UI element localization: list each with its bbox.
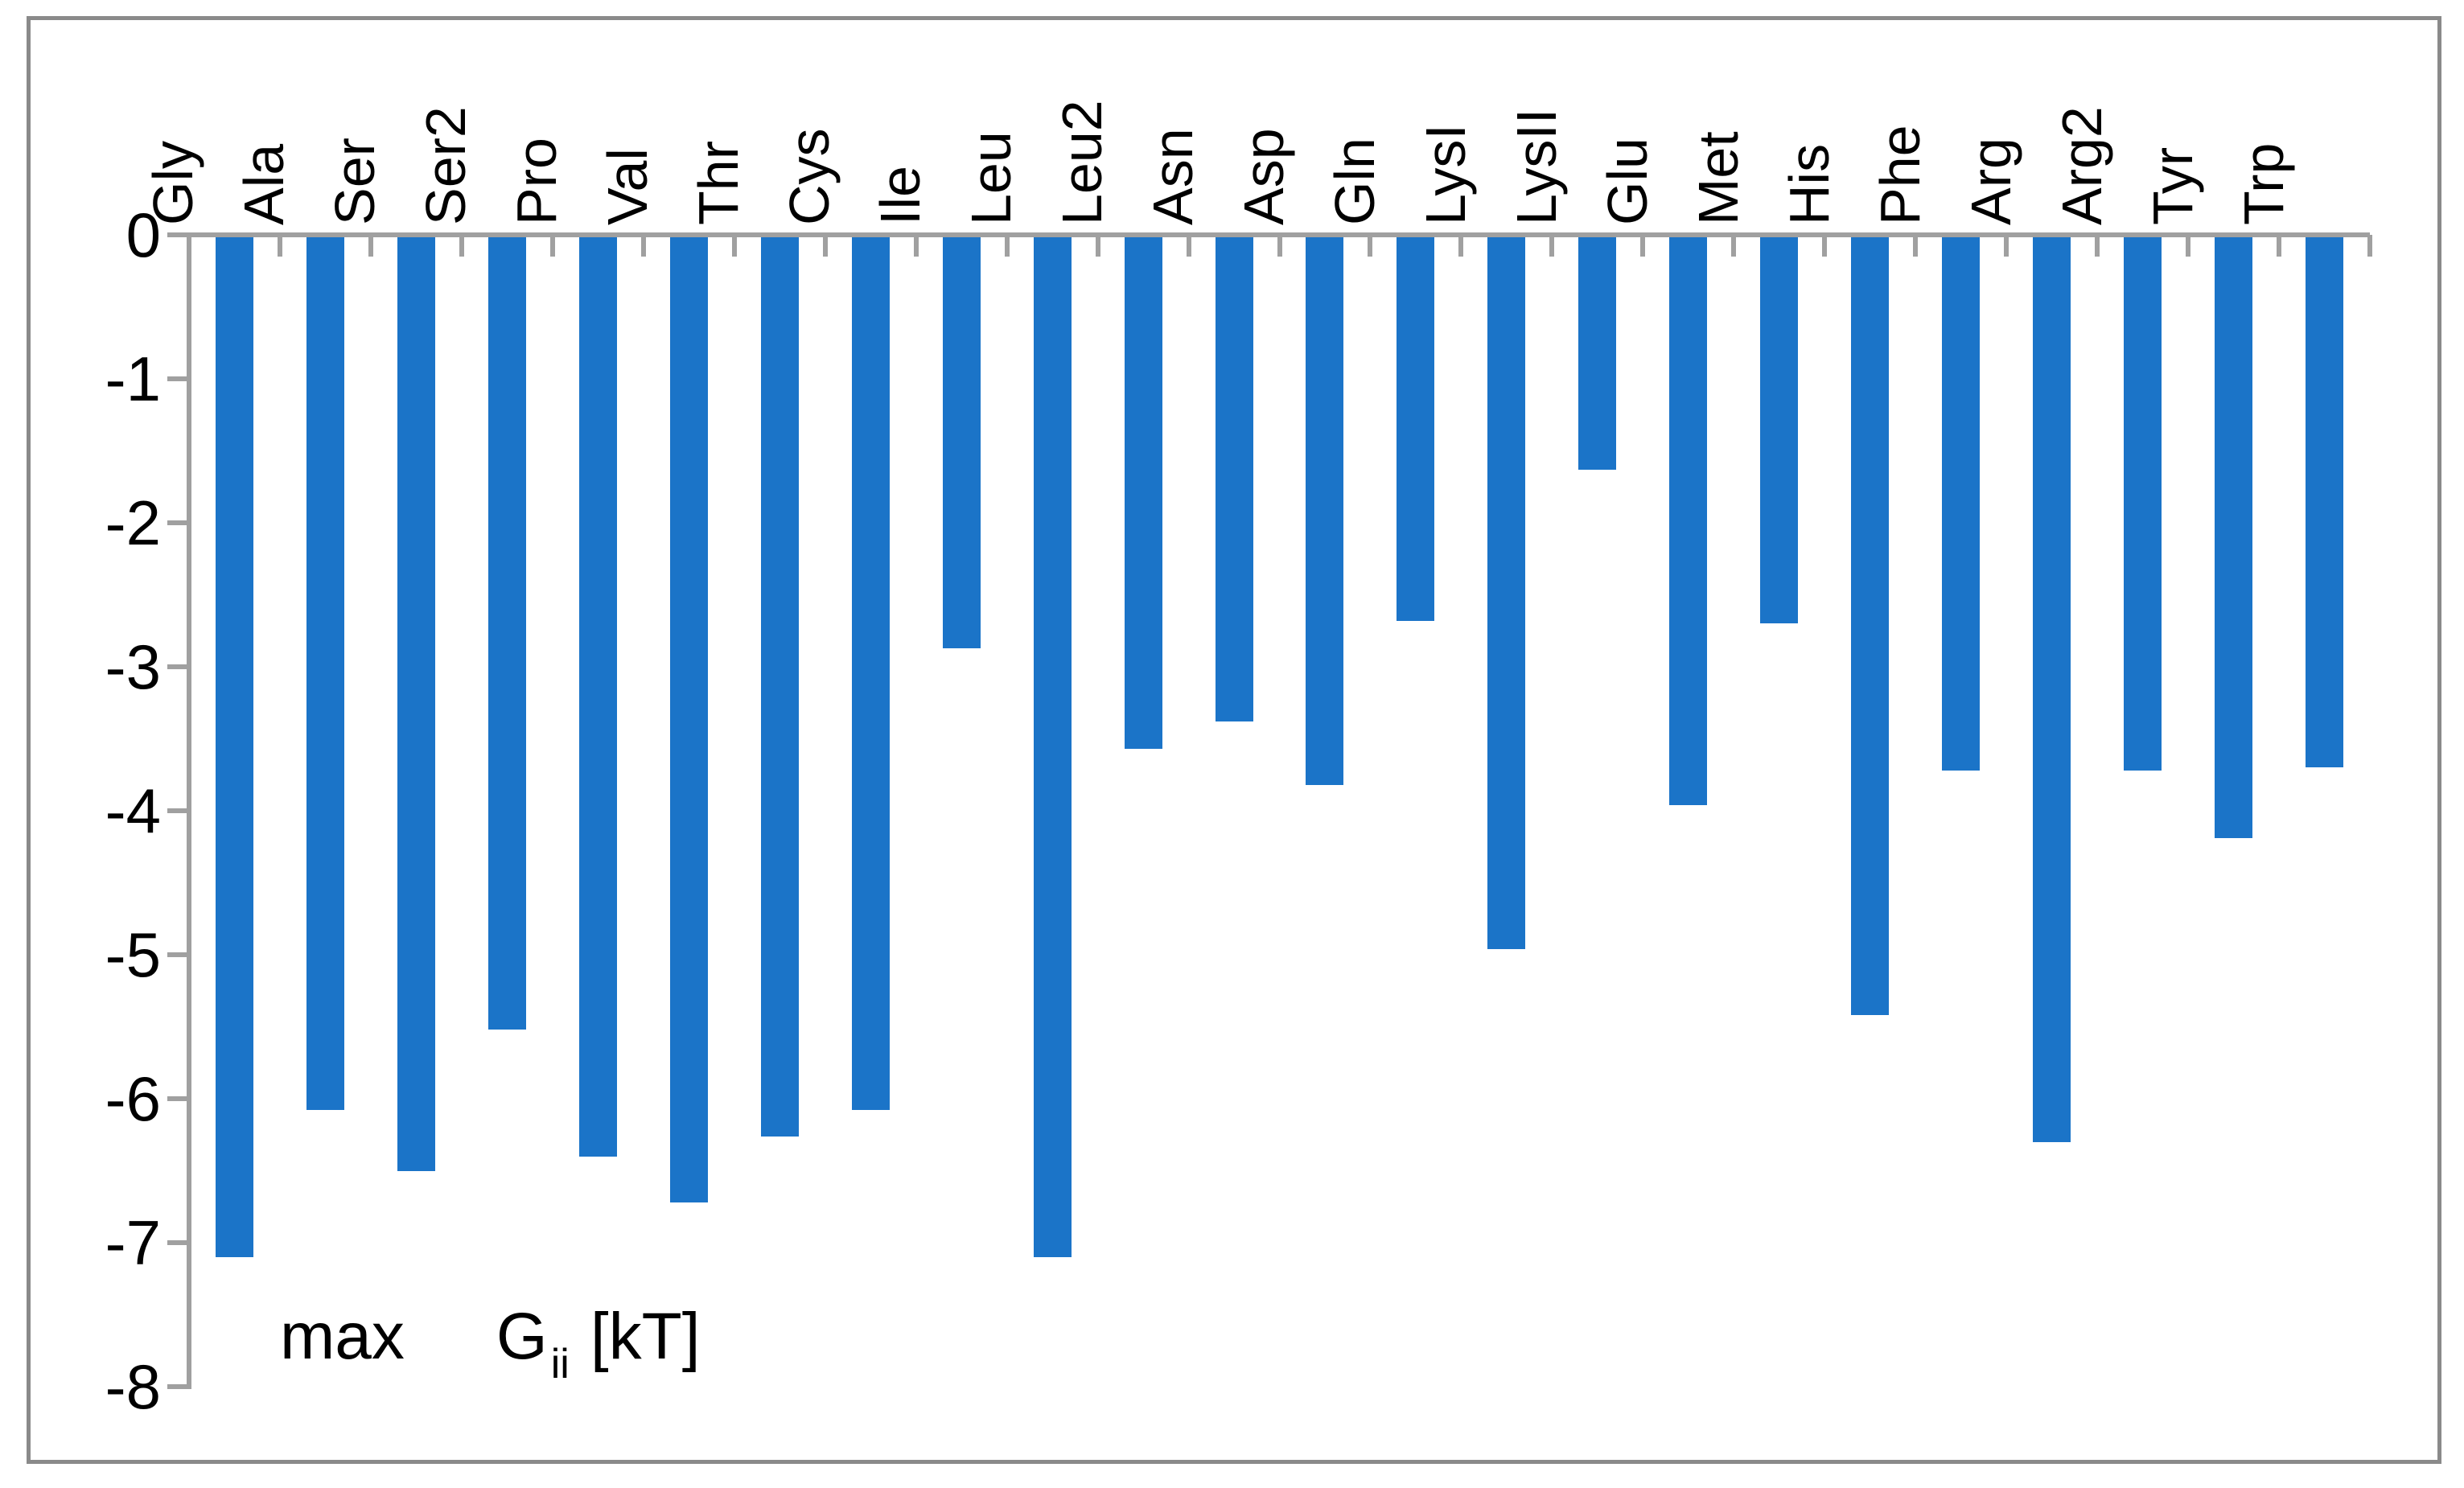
x-tick	[1549, 235, 1555, 257]
x-tick	[549, 235, 555, 257]
x-tick	[1186, 235, 1191, 257]
category-label: Ser	[323, 138, 387, 225]
category-label: Asn	[1142, 128, 1205, 225]
x-axis-line	[167, 232, 2370, 237]
bar	[2306, 235, 2344, 767]
x-tick	[1277, 235, 1282, 257]
x-tick	[368, 235, 373, 257]
y-tick-label: -1	[105, 343, 161, 414]
x-tick	[1913, 235, 1919, 257]
annotation-unit: [kT]	[590, 1300, 701, 1373]
y-tick	[167, 952, 189, 957]
y-tick	[167, 1384, 189, 1389]
category-label: Phe	[1868, 125, 1931, 225]
category-label: Val	[596, 148, 660, 225]
x-tick	[1822, 235, 1828, 257]
y-tick	[167, 520, 189, 525]
category-label: Gln	[1322, 138, 1386, 225]
category-label: LysI	[1413, 124, 1477, 225]
category-label: Asp	[1232, 128, 1295, 225]
y-tick-label: -6	[105, 1063, 161, 1134]
category-label: Ile	[869, 166, 932, 225]
y-tick	[167, 376, 189, 381]
category-label: Arg2	[2050, 106, 2113, 225]
bar	[397, 235, 435, 1171]
category-label: LysII	[1504, 108, 1568, 225]
x-tick	[913, 235, 919, 257]
bar	[1487, 235, 1526, 949]
x-tick	[1731, 235, 1737, 257]
category-label: Ser2	[414, 106, 478, 225]
bar	[1760, 235, 1799, 623]
y-tick	[167, 1240, 189, 1245]
category-label: Ala	[232, 143, 296, 225]
y-tick-label: -4	[105, 775, 161, 846]
x-tick	[640, 235, 646, 257]
bar	[1215, 235, 1253, 721]
x-tick	[2367, 235, 2372, 257]
category-label: Leu	[960, 131, 1023, 225]
bar	[487, 235, 526, 1030]
category-label: His	[1777, 143, 1841, 225]
bar	[1033, 235, 1072, 1257]
x-tick	[1640, 235, 1646, 257]
y-tick-label: -3	[105, 631, 161, 702]
category-label: Pro	[505, 138, 569, 225]
x-tick	[822, 235, 828, 257]
y-tick	[167, 808, 189, 813]
annotation-subscript: ii	[550, 1341, 570, 1387]
category-label: Cys	[778, 128, 841, 225]
bar	[2033, 235, 2071, 1142]
category-label: Thr	[687, 141, 751, 225]
bar	[1124, 235, 1162, 749]
x-tick	[1004, 235, 1010, 257]
y-axis-line	[187, 232, 191, 1389]
x-tick	[459, 235, 464, 257]
bar	[1942, 235, 1981, 771]
bar	[215, 235, 253, 1257]
bar	[1306, 235, 1344, 785]
x-tick	[1095, 235, 1100, 257]
annotation-symbol: G	[496, 1300, 548, 1373]
bar	[2124, 235, 2162, 771]
x-tick	[2004, 235, 2009, 257]
bar	[1578, 235, 1617, 470]
x-tick	[1458, 235, 1464, 257]
category-label: Leu2	[1051, 100, 1114, 225]
x-tick	[1368, 235, 1373, 257]
bar	[2215, 235, 2253, 838]
y-tick-label: -8	[105, 1350, 161, 1422]
category-label: Arg	[1959, 138, 2022, 225]
y-tick-label: -7	[105, 1206, 161, 1278]
bar	[942, 235, 981, 648]
bar	[1851, 235, 1890, 1015]
axis-annotation: max Gii [kT]	[280, 1297, 701, 1387]
bar	[306, 235, 344, 1110]
bar	[760, 235, 799, 1137]
x-tick	[2277, 235, 2282, 257]
x-tick	[277, 235, 282, 257]
y-tick-label: 0	[125, 199, 161, 270]
category-label: Trp	[2232, 142, 2295, 225]
bar	[578, 235, 617, 1157]
y-tick	[167, 1096, 189, 1101]
annotation-prefix: max	[280, 1300, 405, 1373]
y-tick-label: -5	[105, 919, 161, 990]
category-label: Gly	[142, 141, 205, 225]
x-tick	[731, 235, 737, 257]
y-tick	[167, 664, 189, 669]
category-label: Met	[1686, 131, 1750, 225]
bar	[851, 235, 890, 1110]
y-tick-label: -2	[105, 487, 161, 558]
bar	[669, 235, 708, 1202]
x-tick	[2186, 235, 2191, 257]
x-tick	[2095, 235, 2100, 257]
bar	[1397, 235, 1435, 621]
category-label: Tyr	[2141, 146, 2204, 225]
category-label: Glu	[1595, 138, 1659, 225]
bar	[1669, 235, 1708, 805]
